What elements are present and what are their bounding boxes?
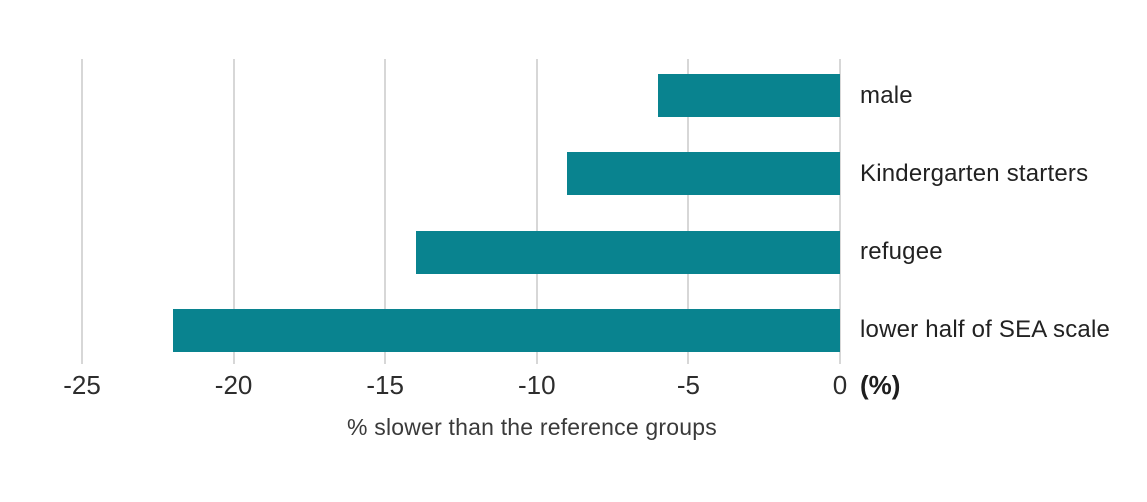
x-axis-tick-label: -25: [63, 370, 101, 400]
bar: [415, 231, 840, 274]
category-label: male: [860, 81, 913, 109]
bar: [658, 74, 840, 117]
x-axis-title: % slower than the reference groups: [347, 414, 717, 440]
x-axis-tick-label: -10: [518, 370, 556, 400]
x-axis-unit-label: (%): [860, 370, 901, 400]
x-axis-tick-label: -5: [676, 370, 700, 400]
gridline: [839, 59, 841, 364]
bar: [172, 309, 840, 352]
gridline: [384, 59, 387, 364]
gridline: [535, 59, 538, 364]
gridline: [81, 59, 83, 364]
category-label: Kindergarten starters: [860, 159, 1089, 187]
gridline: [687, 59, 690, 364]
plot-area: [81, 59, 841, 364]
x-axis-tick-label: -15: [366, 370, 404, 400]
category-label: refugee: [860, 238, 943, 266]
x-axis-tick-label: -20: [214, 370, 253, 400]
category-label: lower half of SEA scale: [860, 316, 1111, 344]
bar: [567, 152, 840, 195]
gridline: [232, 59, 235, 364]
x-axis-tick-label: 0: [832, 370, 848, 400]
